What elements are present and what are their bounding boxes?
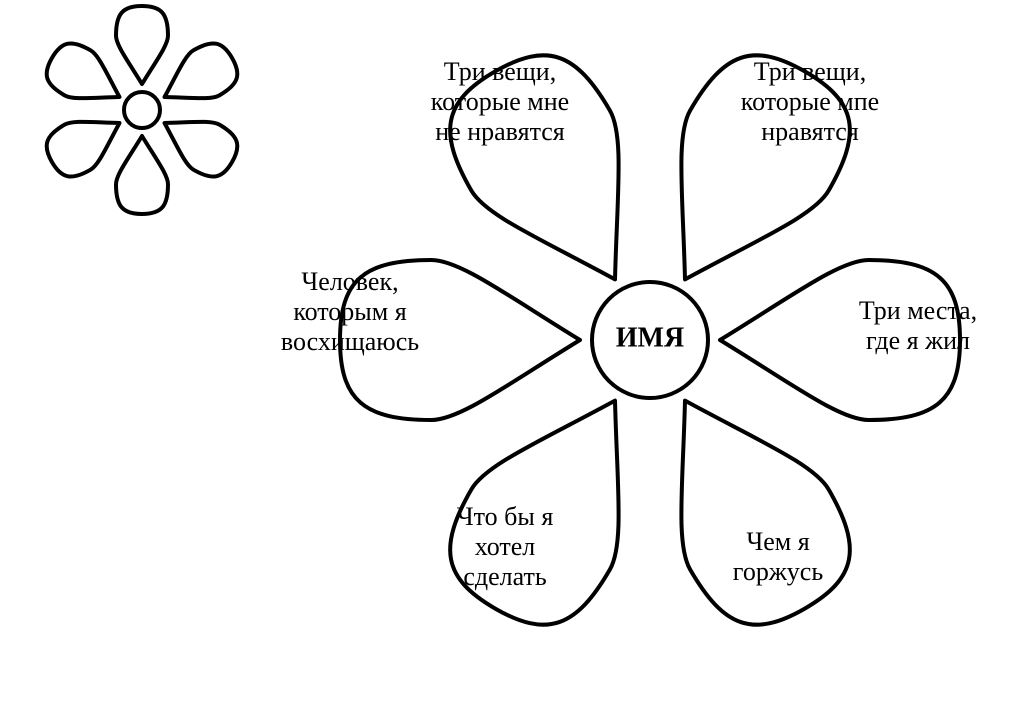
- petal-label-2: Три места,где я жил: [859, 296, 977, 355]
- petal-label-0-line-0: Три вещи,: [444, 57, 556, 86]
- petal-label-1-line-2: нравятся: [761, 117, 859, 146]
- petal-label-5: Человек,которым явосхищаюсь: [281, 267, 419, 356]
- petal-label-4-line-0: Что бы я: [457, 502, 554, 531]
- center-label: ИМЯ: [616, 322, 684, 353]
- petal-label-5-line-0: Человек,: [301, 267, 398, 296]
- flower-center: [124, 92, 160, 128]
- flower-diagram: ИМЯТри вещи,которые мнене нравятсяТри ве…: [0, 0, 1024, 706]
- petal-label-5-line-2: восхищаюсь: [281, 327, 419, 356]
- petal-label-1-line-0: Три вещи,: [754, 57, 866, 86]
- petal-outline: [116, 136, 168, 214]
- petal-label-2-line-0: Три места,: [859, 296, 977, 325]
- small-flower: [39, 6, 245, 214]
- petal-label-3-line-0: Чем я: [746, 527, 809, 556]
- petal-label-0-line-2: не нравятся: [435, 117, 565, 146]
- petal-label-3-line-1: горжусь: [733, 557, 824, 586]
- petal-outline: [116, 6, 168, 84]
- petal-label-1: Три вещи,которые мпенравятся: [741, 57, 879, 146]
- petal-label-2-line-1: где я жил: [866, 326, 970, 355]
- large-flower: ИМЯТри вещи,которые мнене нравятсяТри ве…: [281, 32, 977, 649]
- petal-label-5-line-1: которым я: [293, 297, 406, 326]
- petal-label-1-line-1: которые мпе: [741, 87, 879, 116]
- petal-label-0: Три вещи,которые мнене нравятся: [431, 57, 569, 146]
- petal-label-4-line-2: сделать: [463, 562, 547, 591]
- petal-label-0-line-1: которые мне: [431, 87, 569, 116]
- petal-0: [116, 6, 168, 84]
- petal-label-4-line-1: хотел: [475, 532, 536, 561]
- petal-3: [116, 136, 168, 214]
